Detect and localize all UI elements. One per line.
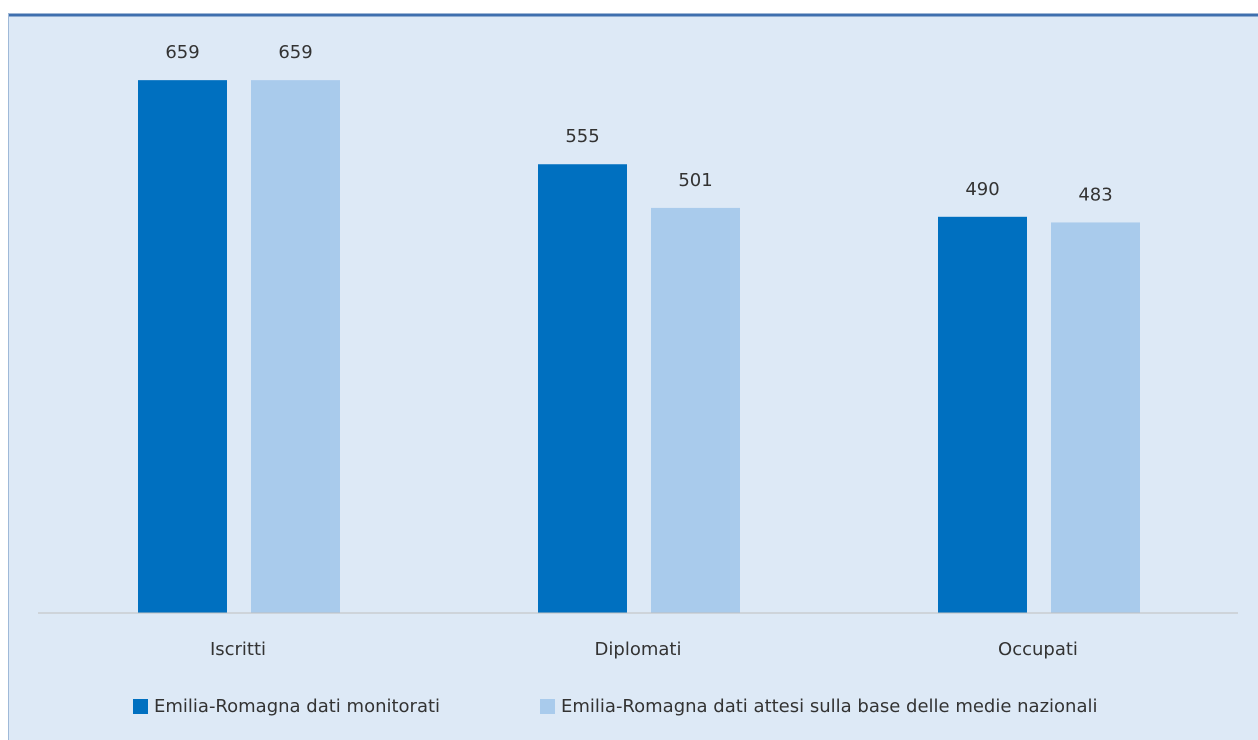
value-label: 483 bbox=[1078, 184, 1112, 205]
x-tick-label: Iscritti bbox=[210, 639, 266, 660]
x-tick-label: Diplomati bbox=[595, 639, 682, 660]
value-label: 659 bbox=[278, 42, 312, 63]
bar bbox=[251, 80, 340, 613]
value-label: 490 bbox=[965, 179, 999, 200]
bar bbox=[938, 216, 1027, 614]
bar bbox=[538, 164, 627, 613]
x-tick-label: Occupati bbox=[998, 639, 1078, 660]
value-label: 659 bbox=[165, 42, 199, 63]
legend-label: Emilia-Romagna dati attesi sulla base de… bbox=[561, 696, 1098, 717]
bar bbox=[1051, 222, 1140, 613]
legend-label: Emilia-Romagna dati monitorati bbox=[154, 696, 440, 717]
bar bbox=[138, 80, 227, 613]
value-label: 555 bbox=[565, 126, 599, 147]
legend-swatch bbox=[540, 699, 555, 714]
bar bbox=[651, 207, 740, 614]
legend-swatch bbox=[133, 699, 148, 714]
value-label: 501 bbox=[678, 170, 712, 191]
